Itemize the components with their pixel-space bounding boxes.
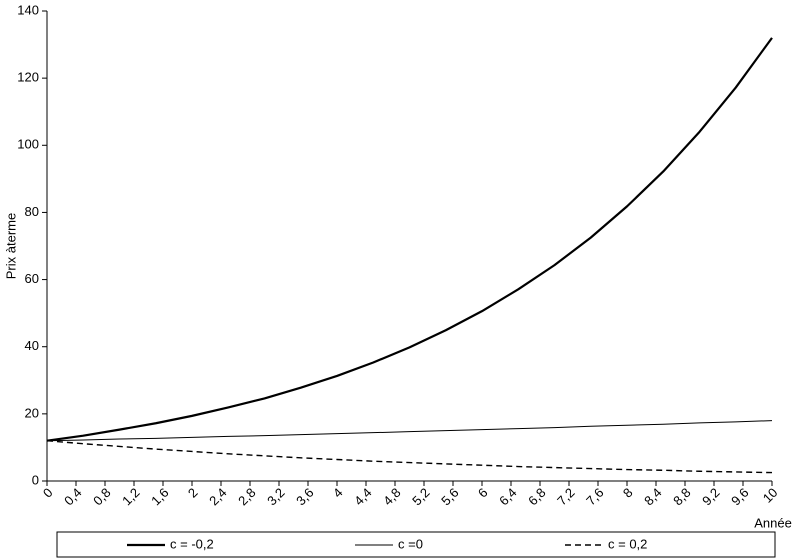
x-tick-label: 7,6	[583, 485, 606, 508]
x-tick-label: 0,8	[90, 485, 113, 508]
x-tick-label: 6,4	[496, 485, 519, 508]
x-tick-label: 1,2	[119, 485, 142, 508]
x-tick-label: 6	[475, 485, 491, 501]
x-tick-label: 0	[40, 485, 56, 501]
x-tick-label: 8	[620, 485, 636, 501]
x-tick-label: 7,2	[554, 485, 577, 508]
y-tick-label: 20	[25, 405, 39, 420]
x-tick-label: 8,4	[641, 485, 664, 508]
x-tick-label: 6,8	[525, 485, 548, 508]
y-tick-label: 80	[25, 204, 39, 219]
x-tick-label: 10	[760, 485, 781, 506]
y-tick-label: 140	[17, 2, 39, 17]
y-tick-label: 40	[25, 338, 39, 353]
series-line	[46, 420, 773, 442]
x-tick-label: 1,6	[148, 485, 171, 508]
x-tick-label: 4,8	[380, 485, 403, 508]
x-tick-label: 5,2	[409, 485, 432, 508]
x-tick-label: 4,4	[351, 485, 374, 508]
x-tick-label: 2,8	[235, 485, 258, 508]
y-tick-label: 0	[32, 472, 39, 487]
x-axis-title: Année	[754, 515, 792, 530]
y-tick-label: 100	[17, 137, 39, 152]
x-tick-label: 4	[330, 485, 346, 501]
x-tick-label: 3,6	[293, 485, 316, 508]
y-axis-title: Prix àterme	[3, 213, 18, 279]
y-tick-label: 120	[17, 70, 39, 85]
series-line	[46, 440, 773, 474]
legend-box	[56, 531, 776, 558]
x-tick-label: 0,4	[61, 485, 84, 508]
x-tick-label: 5,6	[438, 485, 461, 508]
legend-label: c = 0,2	[608, 536, 647, 551]
legend-label: c =0	[398, 536, 423, 551]
y-tick-label: 60	[25, 271, 39, 286]
series-line	[46, 37, 773, 442]
legend-label: c = -0,2	[170, 536, 214, 551]
x-tick-label: 9,2	[699, 485, 722, 508]
x-tick-label: 9,6	[728, 485, 751, 508]
x-tick-label: 2,4	[206, 485, 229, 508]
x-tick-label: 8,8	[670, 485, 693, 508]
x-tick-label: 3,2	[264, 485, 287, 508]
x-tick-label: 2	[185, 485, 201, 501]
